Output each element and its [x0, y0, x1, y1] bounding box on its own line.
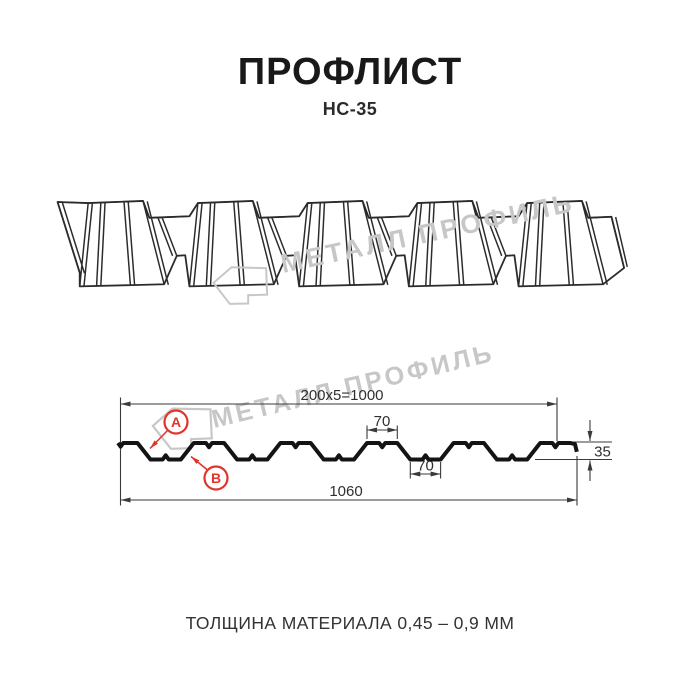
page-title: ПРОФЛИСТ	[237, 51, 463, 93]
dim-rib-top-width-label: 70	[374, 413, 391, 430]
dim-profile-height-label: 35	[594, 444, 611, 461]
point-b-badge: B	[190, 455, 229, 491]
sheet-3d-lines	[56, 200, 628, 287]
dim-rib-bottom-width-label: 70	[417, 458, 434, 475]
extension-lines	[119, 397, 612, 506]
profile-name: НС-35	[322, 99, 378, 119]
cross-section-drawing: 200x5=1000 70 70 1060 35 A B	[116, 387, 612, 506]
dimension-lines	[120, 401, 593, 503]
point-a-arrow	[149, 429, 169, 450]
dim-working-width-label: 200x5=1000	[301, 387, 384, 404]
thickness-note: ТОЛЩИНА МАТЕРИАЛА 0,45 – 0,9 ММ	[185, 613, 515, 633]
sheet-3d-drawing	[56, 200, 628, 288]
metall-profil-logo-icon	[212, 266, 269, 305]
metall-profil-logo-icon	[151, 407, 213, 450]
point-a-label: A	[171, 414, 181, 430]
dim-overall-width-label: 1060	[329, 483, 362, 500]
profile-outline	[116, 441, 579, 462]
point-b-label: B	[211, 470, 221, 486]
point-a-badge: A	[149, 409, 189, 450]
point-b-arrow	[190, 455, 209, 471]
